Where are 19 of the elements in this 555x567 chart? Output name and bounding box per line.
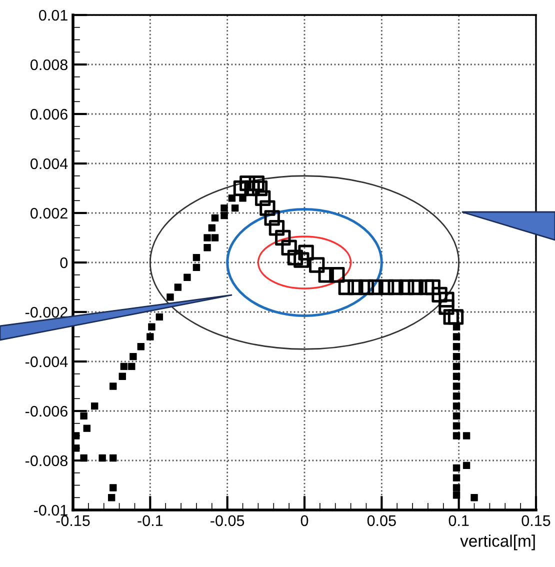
x-tick-label: 0.1 <box>448 515 469 526</box>
y-tick-label: 0.01 <box>39 10 68 21</box>
y-tick-label: 0 <box>60 257 68 268</box>
y-tick-label: 0.004 <box>30 158 68 170</box>
x-tick-label: 0.05 <box>367 515 396 526</box>
y-tick-label: 0.002 <box>30 208 68 219</box>
y-tick-label: -0.004 <box>26 356 68 368</box>
x-axis-title: vertical[m] <box>460 534 535 550</box>
x-tick-label: 0 <box>300 515 308 526</box>
x-tick-label: -0.05 <box>210 515 244 526</box>
x-tick-label: 0.15 <box>522 515 550 526</box>
x-tick-label: -0.1 <box>138 515 163 526</box>
y-tick-label: 0.006 <box>30 108 68 120</box>
y-tick-label: -0.006 <box>26 406 68 417</box>
x-tick-label: -0.15 <box>56 515 90 526</box>
y-tick-label: -0.01 <box>34 504 68 516</box>
y-tick-label: -0.008 <box>26 455 68 466</box>
y-tick-label: 0.008 <box>30 59 68 70</box>
y-tick-label: -0.002 <box>26 306 68 318</box>
